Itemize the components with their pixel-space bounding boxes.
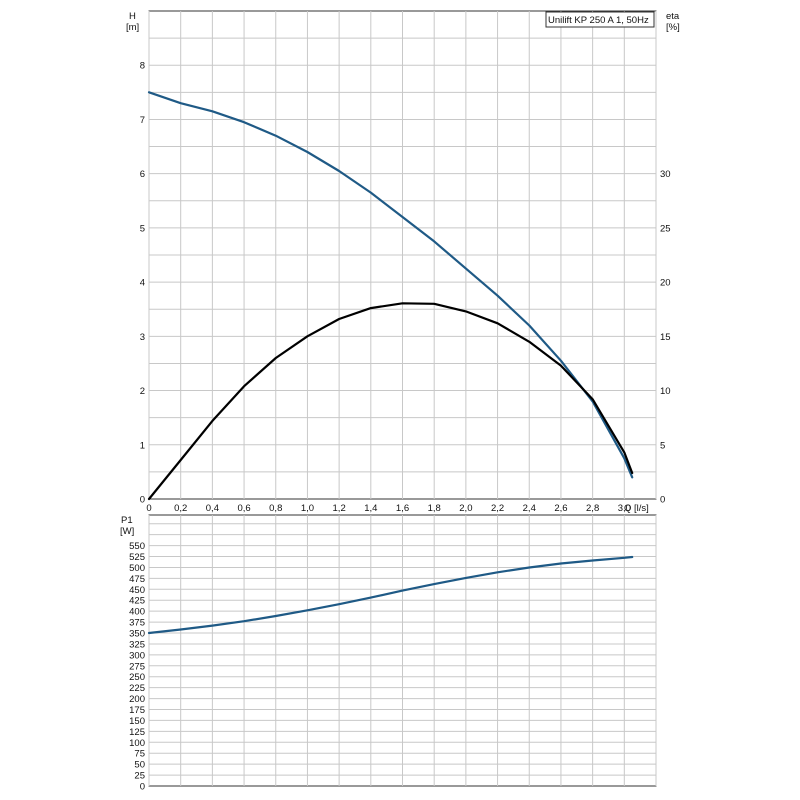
- p1-tick-label: 400: [129, 607, 145, 618]
- p1-tick-label: 475: [129, 574, 145, 585]
- p1-tick-label: 75: [134, 749, 145, 760]
- chart-marks: [147, 91, 634, 635]
- x-tick-label: 2,4: [523, 503, 536, 514]
- eta-tick-label: 10: [660, 386, 671, 397]
- p1-tick-label: 525: [129, 552, 145, 563]
- p1-tick-label: 300: [129, 650, 145, 661]
- eta-axis-unit: [%]: [666, 22, 680, 33]
- efficiency-curve-line: [147, 302, 634, 501]
- x-tick-label: 1,8: [428, 503, 441, 514]
- h-tick-label: 5: [140, 223, 145, 234]
- x-tick-label: 2,0: [459, 503, 472, 514]
- x-tick-label: 0,4: [206, 503, 219, 514]
- p1-tick-label: 425: [129, 596, 145, 607]
- h-tick-label: 4: [140, 278, 145, 289]
- h-tick-label: 1: [140, 440, 145, 451]
- chart-labels: 0 0,2 0,4 0,6 0,8 1,0 1,2 1,4 1,6 1,8 2,0 2,2 2,4 2,6…: [129, 61, 670, 793]
- x-tick-label: 2,8: [586, 503, 599, 514]
- p1-tick-label: 200: [129, 694, 145, 705]
- eta-axis-label: eta: [666, 11, 680, 22]
- h-tick-label: 8: [140, 61, 145, 72]
- chart-title: Unilift KP 250 A 1, 50Hz: [548, 15, 649, 26]
- p1-axis-unit: [W]: [120, 526, 134, 537]
- p1-tick-label: 0: [140, 782, 145, 793]
- h-tick-label: 3: [140, 332, 145, 343]
- q-axis-label: Q [l/s]: [624, 503, 649, 514]
- h-tick-label: 7: [140, 115, 145, 126]
- x-tick-label: 1,6: [396, 503, 409, 514]
- x-tick-label: 2,6: [554, 503, 567, 514]
- p1-tick-label: 250: [129, 672, 145, 683]
- h-tick-label: 6: [140, 169, 145, 180]
- x-tick-label: 1,2: [333, 503, 346, 514]
- p1-tick-label: 50: [134, 760, 145, 771]
- p1-tick-label: 125: [129, 727, 145, 738]
- legend-box: [545, 11, 655, 28]
- p1-tick-label: 450: [129, 585, 145, 596]
- x-tick-label: 1,4: [364, 503, 377, 514]
- top-grid: [148, 10, 657, 500]
- x-tick-label: 1,0: [301, 503, 314, 514]
- power-curve-line: [147, 555, 634, 635]
- eta-tick-label: 0: [660, 495, 665, 506]
- p1-tick-label: 500: [129, 563, 145, 574]
- p1-tick-label: 375: [129, 618, 145, 629]
- h-axis-unit: [m]: [126, 22, 139, 33]
- p1-tick-label: 100: [129, 738, 145, 749]
- eta-tick-label: 15: [660, 332, 671, 343]
- x-tick-label: 0: [146, 503, 151, 514]
- bottom-grid: [148, 514, 657, 787]
- p1-tick-label: 175: [129, 705, 145, 716]
- eta-tick-label: 30: [660, 169, 671, 180]
- p1-tick-label: 550: [129, 541, 145, 552]
- h-tick-label: 0: [140, 495, 145, 506]
- x-tick-label: 2,2: [491, 503, 504, 514]
- p1-tick-label: 350: [129, 629, 145, 640]
- p1-tick-label: 225: [129, 683, 145, 694]
- x-tick-label: 0,8: [269, 503, 282, 514]
- p1-tick-label: 25: [134, 771, 145, 782]
- x-tick-label: 0,6: [237, 503, 250, 514]
- eta-tick-label: 20: [660, 278, 671, 289]
- h-axis-label: H: [129, 11, 136, 22]
- eta-tick-label: 5: [660, 440, 665, 451]
- eta-tick-label: 25: [660, 223, 671, 234]
- p1-tick-label: 150: [129, 716, 145, 727]
- x-tick-label: 0,2: [174, 503, 187, 514]
- p1-axis-label: P1: [121, 515, 133, 526]
- x-tick-label: 3,0: [618, 503, 631, 514]
- h-tick-label: 2: [140, 386, 145, 397]
- p1-tick-label: 275: [129, 661, 145, 672]
- p1-tick-label: 325: [129, 639, 145, 650]
- head-curve-line: [147, 91, 634, 479]
